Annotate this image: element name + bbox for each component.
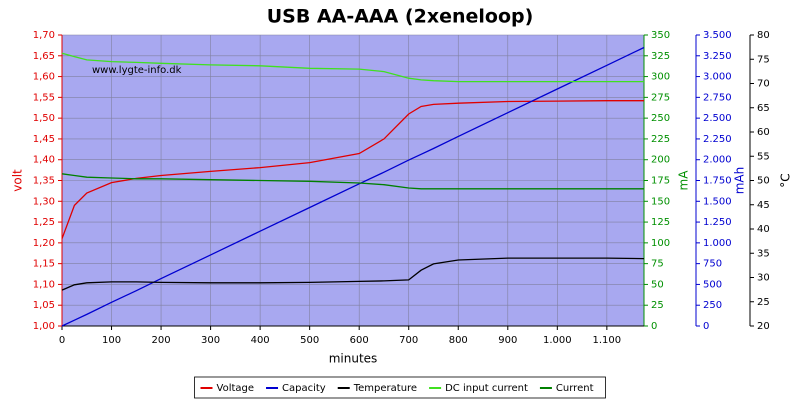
y-tick-label: 225 xyxy=(651,134,670,145)
legend-label: DC input current xyxy=(445,383,528,394)
y-tick-label: 2.500 xyxy=(703,113,732,124)
y-axis-label: °C xyxy=(779,173,793,187)
y-tick-label: 2.750 xyxy=(703,92,732,103)
series-line xyxy=(61,257,645,291)
y-tick-label: 1,55 xyxy=(33,92,55,103)
y-tick-label: 30 xyxy=(757,273,770,284)
y-tick-label: 1,20 xyxy=(33,238,55,249)
x-tick-label: 600 xyxy=(350,335,369,346)
legend-label: Temperature xyxy=(353,383,417,394)
y-tick-label: 0 xyxy=(651,321,657,332)
y-tick-label: 55 xyxy=(757,151,770,162)
y-tick-label: 1,05 xyxy=(33,300,55,311)
x-tick-label: 900 xyxy=(498,335,517,346)
y-axis-label: mAh xyxy=(733,167,747,195)
y-tick-label: 3.000 xyxy=(703,72,732,83)
y-tick-label: 1,30 xyxy=(33,196,55,207)
y-tick-label: 50 xyxy=(757,176,770,187)
y-axis-label: mA xyxy=(677,170,691,191)
y-tick-label: 250 xyxy=(703,300,722,311)
y-tick-label: 1,15 xyxy=(33,259,55,270)
legend-label: Capacity xyxy=(282,383,326,394)
y-tick-label: 175 xyxy=(651,176,670,187)
y-tick-label: 1,25 xyxy=(33,217,55,228)
y-tick-label: 25 xyxy=(651,300,664,311)
y-tick-label: 50 xyxy=(651,279,664,290)
y-tick-label: 300 xyxy=(651,72,670,83)
x-tick-label: 1.000 xyxy=(543,335,572,346)
x-tick-label: 100 xyxy=(102,335,121,346)
y-tick-label: 2.000 xyxy=(703,155,732,166)
y-tick-label: 150 xyxy=(651,196,670,207)
y-tick-label: 750 xyxy=(703,259,722,270)
y-axis-label: volt xyxy=(11,169,25,192)
x-tick-label: 700 xyxy=(399,335,418,346)
y-tick-label: 75 xyxy=(757,54,770,65)
y-tick-label: 1,50 xyxy=(33,113,55,124)
y-tick-label: 0 xyxy=(703,321,709,332)
y-tick-label: 1,60 xyxy=(33,72,55,83)
x-tick-label: 400 xyxy=(251,335,270,346)
legend-label: Current xyxy=(556,383,594,394)
x-tick-label: 1.100 xyxy=(593,335,622,346)
y-tick-label: 40 xyxy=(757,224,770,235)
watermark: www.lygte-info.dk xyxy=(92,65,182,76)
y-tick-label: 1,65 xyxy=(33,51,55,62)
y-tick-label: 1.750 xyxy=(703,176,732,187)
y-tick-label: 2.250 xyxy=(703,134,732,145)
y-tick-label: 1,70 xyxy=(33,30,55,41)
chart-title: USB AA-AAA (2xeneloop) xyxy=(267,6,534,28)
x-tick-label: 300 xyxy=(201,335,220,346)
y-tick-label: 25 xyxy=(757,297,770,308)
y-tick-label: 1.250 xyxy=(703,217,732,228)
y-tick-label: 275 xyxy=(651,92,670,103)
y-tick-label: 80 xyxy=(757,30,770,41)
y-tick-label: 60 xyxy=(757,127,770,138)
y-tick-label: 45 xyxy=(757,200,770,211)
y-tick-label: 35 xyxy=(757,248,770,259)
y-tick-label: 70 xyxy=(757,79,770,90)
y-tick-label: 65 xyxy=(757,103,770,114)
y-tick-label: 1,10 xyxy=(33,279,55,290)
y-tick-label: 125 xyxy=(651,217,670,228)
y-tick-label: 1.000 xyxy=(703,238,732,249)
y-tick-label: 75 xyxy=(651,259,664,270)
x-axis-label: minutes xyxy=(329,352,378,366)
series-line xyxy=(61,46,645,327)
y-tick-label: 350 xyxy=(651,30,670,41)
y-tick-label: 1,45 xyxy=(33,134,55,145)
y-tick-label: 325 xyxy=(651,51,670,62)
y-tick-label: 1.500 xyxy=(703,196,732,207)
y-tick-label: 200 xyxy=(651,155,670,166)
legend-box xyxy=(194,376,606,399)
series-line xyxy=(61,100,644,239)
legend-label: Voltage xyxy=(217,383,255,394)
x-tick-label: 0 xyxy=(59,335,65,346)
series-line xyxy=(61,52,644,83)
y-tick-label: 250 xyxy=(651,113,670,124)
y-tick-label: 100 xyxy=(651,238,670,249)
series-line xyxy=(61,173,644,190)
y-tick-label: 20 xyxy=(757,321,770,332)
x-tick-label: 800 xyxy=(449,335,468,346)
y-tick-label: 1,00 xyxy=(33,321,55,332)
x-tick-label: 200 xyxy=(152,335,171,346)
y-tick-label: 1,40 xyxy=(33,155,55,166)
y-tick-label: 3.250 xyxy=(703,51,732,62)
y-tick-label: 1,35 xyxy=(33,176,55,187)
y-tick-label: 3.500 xyxy=(703,30,732,41)
y-tick-label: 500 xyxy=(703,279,722,290)
x-tick-label: 500 xyxy=(300,335,319,346)
